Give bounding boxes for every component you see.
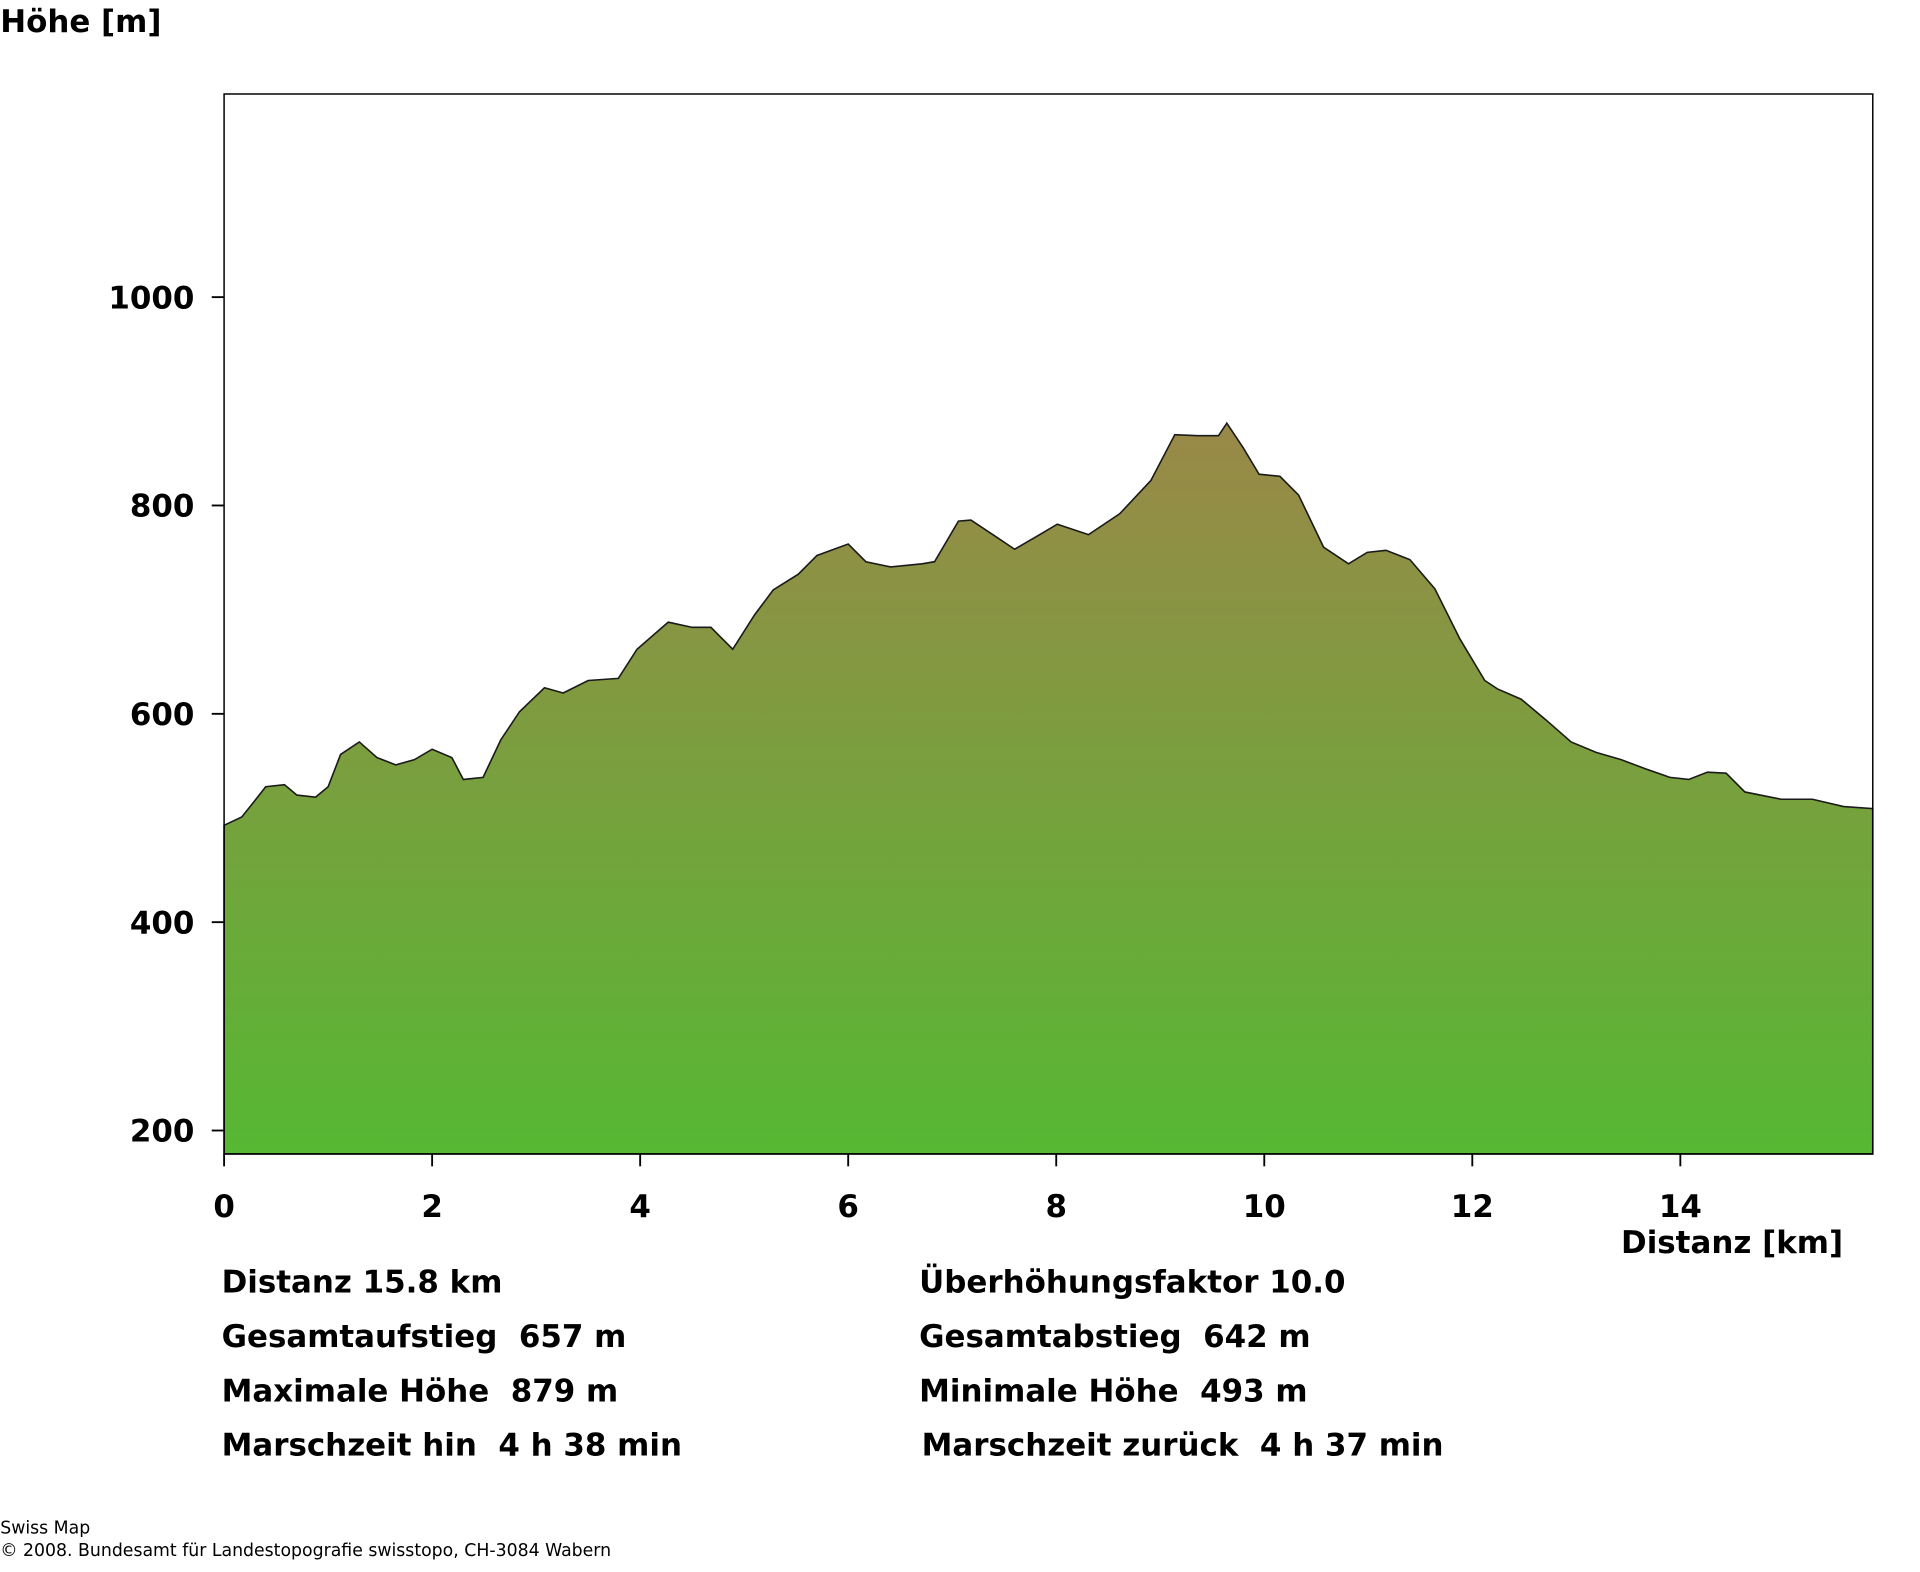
info-text: Distanz 15.8 km: [222, 1264, 503, 1300]
y-tick-label: 1000: [108, 280, 194, 316]
info-text: Überhöhungsfaktor 10.0: [919, 1263, 1345, 1300]
plot-frame: [223, 93, 1874, 1155]
x-tick-label: 8: [1045, 1189, 1067, 1225]
y-tick-label: 400: [130, 905, 195, 941]
x-tick-label: 6: [837, 1189, 859, 1225]
y-tick-label: 600: [130, 697, 195, 733]
footer-text: © 2008. Bundesamt für Landestopografie s…: [0, 1541, 611, 1561]
info-text: Minimale Höhe 493 m: [919, 1373, 1307, 1409]
x-tick-label: 10: [1243, 1189, 1286, 1225]
info-text: Maximale Höhe 879 m: [222, 1373, 619, 1409]
y-axis-label: Höhe [m]: [0, 4, 161, 40]
footer-text: Swiss Map: [0, 1519, 90, 1539]
x-tick-label: 4: [629, 1189, 651, 1225]
y-tick-label: 200: [130, 1114, 195, 1150]
x-tick-label: 14: [1659, 1189, 1702, 1225]
info-text: Gesamtabstieg 642 m: [919, 1319, 1310, 1355]
elevation-area: [223, 421, 1874, 1155]
x-tick-label: 2: [421, 1189, 443, 1225]
x-tick-label: 0: [213, 1189, 235, 1225]
x-tick-label: 12: [1451, 1189, 1494, 1225]
info-text: Marschzeit hin 4 h 38 min: [222, 1428, 682, 1464]
x-axis-label: Distanz [km]: [1621, 1225, 1843, 1261]
info-text: Gesamtaufstieg 657 m: [222, 1319, 627, 1355]
y-tick-label: 800: [130, 489, 195, 525]
info-text: Marschzeit zurück 4 h 37 min: [922, 1428, 1444, 1464]
